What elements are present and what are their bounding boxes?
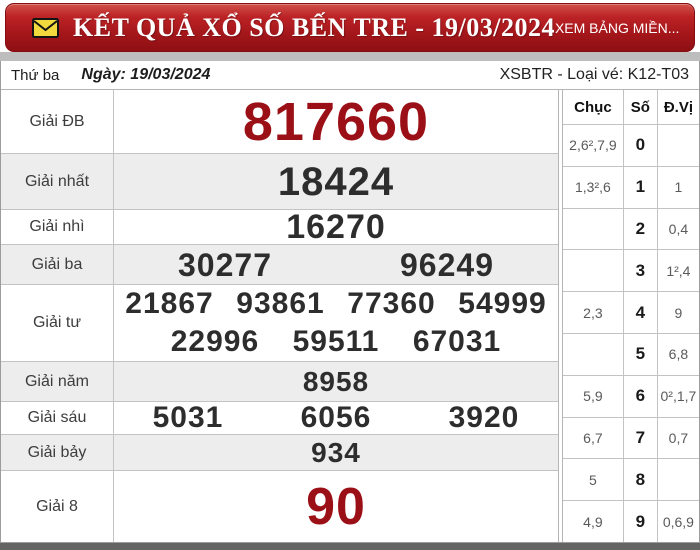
- prize-label: Giải nhì: [1, 210, 114, 244]
- digit-row-6: 5,9 6 0²,1,7: [563, 375, 699, 418]
- results-panel: Thứ ba Ngày: 19/03/2024 XSBTR - Loại vé:…: [0, 61, 700, 543]
- tens-header: Chục: [563, 90, 624, 124]
- prize-label: Giải ba: [1, 245, 114, 284]
- prize-row-second: Giải nhì 16270: [1, 210, 558, 245]
- tens-cell: 1,3²,6: [563, 166, 624, 208]
- ticket-info-label: XSBTR - Loại vé: K12-T03: [499, 66, 689, 83]
- prize-label: Giải năm: [1, 362, 114, 401]
- digit-row-0: 2,6²,7,9 0: [563, 125, 699, 167]
- date-row: Thứ ba Ngày: 19/03/2024 XSBTR - Loại vé:…: [1, 61, 699, 90]
- prize-number: 5031: [152, 401, 224, 434]
- prize-number: 934: [311, 436, 361, 468]
- footer-bar: [0, 543, 700, 550]
- tens-cell: 4,9: [563, 501, 624, 542]
- prize-label: Giải tư: [1, 285, 114, 361]
- digit-cell: 2: [624, 208, 658, 250]
- tens-cell: [563, 208, 624, 250]
- units-cell: 6,8: [668, 346, 689, 363]
- prize-number: 30277: [178, 246, 272, 283]
- units-cell: 0,6,9: [662, 513, 694, 530]
- prize-number: 93861: [236, 287, 325, 320]
- units-cell: 0²,1,7: [660, 388, 697, 405]
- tens-cell: 2,6²,7,9: [563, 125, 624, 166]
- header-bar: KẾT QUẢ XỔ SỐ BẾN TRE - 19/03/2024 XEM B…: [5, 3, 695, 52]
- prize-number: 90: [306, 477, 366, 536]
- tens-cell: 6,7: [563, 417, 624, 459]
- prize-row-seventh: Giải bảy 934: [1, 435, 558, 471]
- prize-number: 16270: [286, 208, 386, 246]
- prize-number: 6056: [300, 401, 372, 434]
- prize-label: Giải bảy: [1, 435, 114, 470]
- divider-strip: [0, 52, 700, 61]
- digit-row-7: 6,7 7 0,7: [563, 417, 699, 460]
- digit-row-1: 1,3²,6 1 1: [563, 166, 699, 209]
- prize-number: 21867: [125, 287, 214, 320]
- envelope-icon: [32, 17, 59, 38]
- prize-row-eighth: Giải 8 90: [1, 471, 558, 542]
- units-cell: 0,4: [668, 220, 689, 237]
- digit-row-9: 4,9 9 0,6,9: [563, 501, 699, 542]
- prize-row-special: Giải ĐB 817660: [1, 90, 558, 154]
- digit-table: Chục Số Đ.Vị 2,6²,7,9 0 1,3²,6 1 1 2: [562, 90, 699, 542]
- units-cell: 1: [674, 179, 683, 196]
- prize-number: 817660: [242, 91, 430, 152]
- digit-cell: 0: [624, 125, 658, 166]
- digit-header: Số: [624, 90, 658, 124]
- units-header: Đ.Vị: [663, 98, 693, 116]
- view-region-link[interactable]: XEM BẢNG MIỀN...: [554, 19, 680, 36]
- units-cell: [658, 125, 699, 166]
- digit-cell: 3: [624, 250, 658, 292]
- prize-row-fourth: Giải tư 21867 93861 77360 54999 22996 59…: [1, 285, 558, 362]
- prize-line-1: 21867 93861 77360 54999: [114, 285, 558, 323]
- tens-cell: 5: [563, 459, 624, 501]
- prize-table: Giải ĐB 817660 Giải nhất 18424 Giải nhì …: [1, 90, 559, 542]
- prize-row-first: Giải nhất 18424: [1, 154, 558, 210]
- tens-cell: 2,3: [563, 292, 624, 333]
- prize-line-2: 22996 59511 67031: [114, 323, 558, 361]
- digit-cell: 5: [624, 333, 658, 375]
- units-cell: 1²,4: [666, 262, 691, 279]
- digit-row-2: 2 0,4: [563, 208, 699, 251]
- digit-row-5: 5 6,8: [563, 333, 699, 376]
- digit-row-8: 5 8: [563, 459, 699, 502]
- digit-table-header: Chục Số Đ.Vị: [563, 90, 699, 125]
- tens-cell: [563, 333, 624, 375]
- digit-row-4: 2,3 4 9: [563, 292, 699, 334]
- prize-number: 67031: [412, 325, 502, 358]
- draw-date-label: Ngày: 19/03/2024: [81, 66, 211, 83]
- units-cell: [658, 459, 699, 500]
- prize-number: 59511: [292, 325, 380, 358]
- digit-cell: 9: [624, 501, 658, 542]
- prize-label: Giải sáu: [1, 402, 114, 434]
- digit-cell: 6: [624, 375, 658, 417]
- prize-label: Giải nhất: [1, 154, 114, 209]
- prize-number: 3920: [448, 401, 520, 434]
- units-cell: 9: [674, 304, 683, 321]
- prize-number: 54999: [458, 287, 547, 320]
- prize-number: 77360: [347, 287, 436, 320]
- prize-number: 96249: [400, 246, 494, 283]
- prize-row-sixth: Giải sáu 5031 6056 3920: [1, 402, 558, 435]
- prize-label: Giải ĐB: [1, 90, 114, 153]
- digit-cell: 4: [624, 292, 658, 333]
- weekday-label: Thứ ba: [11, 66, 60, 84]
- page-title: KẾT QUẢ XỔ SỐ BẾN TRE - 19/03/2024: [73, 12, 555, 42]
- tens-cell: 5,9: [563, 375, 624, 417]
- tables-wrap: Giải ĐB 817660 Giải nhất 18424 Giải nhì …: [1, 90, 699, 542]
- prize-label: Giải 8: [1, 471, 114, 542]
- prize-number: 8958: [302, 365, 370, 397]
- prize-row-fifth: Giải năm 8958: [1, 362, 558, 402]
- digit-cell: 1: [624, 166, 658, 208]
- units-cell: 0,7: [668, 429, 689, 446]
- digit-cell: 7: [624, 417, 658, 459]
- prize-number: 18424: [277, 159, 395, 204]
- prize-row-third: Giải ba 30277 96249: [1, 245, 558, 285]
- digit-cell: 8: [624, 459, 658, 501]
- prize-number: 22996: [170, 325, 260, 358]
- digit-row-3: 3 1²,4: [563, 250, 699, 293]
- tens-cell: [563, 250, 624, 292]
